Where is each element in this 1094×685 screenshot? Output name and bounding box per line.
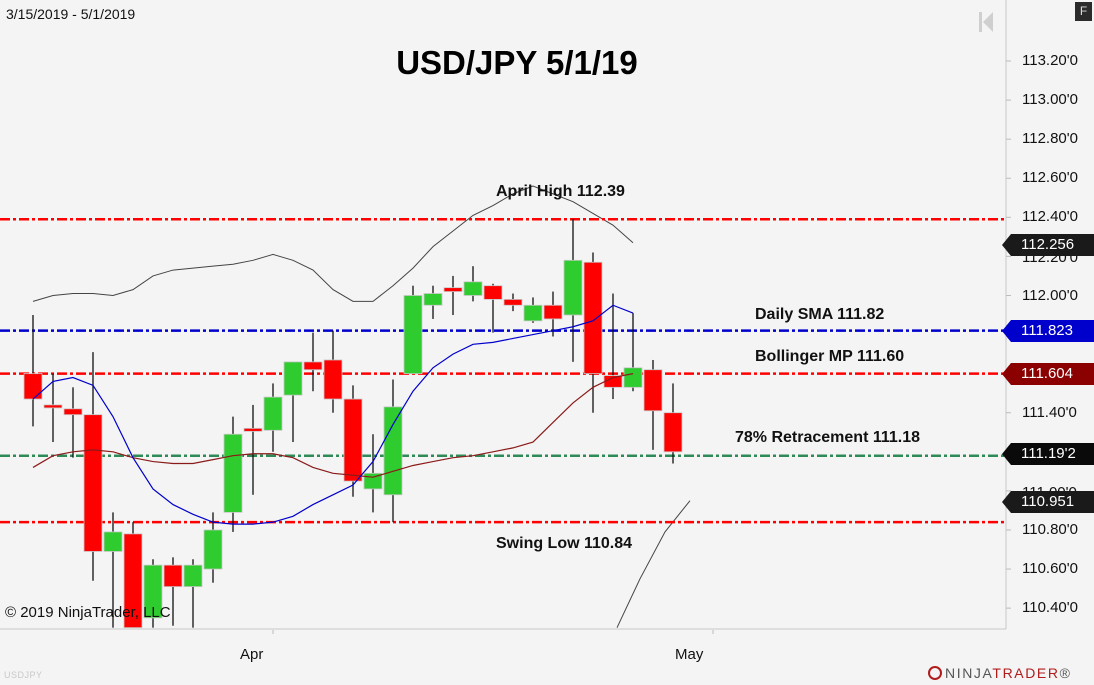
candle-down (443, 287, 463, 292)
y-tick: 110.40'0 (1022, 599, 1078, 616)
candle-down (343, 398, 363, 482)
candle-down (63, 408, 83, 416)
price-tag-lower-band: 110.951 (1002, 491, 1094, 513)
candle-up (183, 564, 203, 588)
f-button[interactable]: F (1075, 2, 1092, 21)
y-tick: 112.00'0 (1022, 287, 1078, 304)
candle-down (543, 304, 563, 320)
scroll-to-start-icon[interactable] (978, 10, 994, 34)
y-tick: 111.40'0 (1022, 404, 1077, 421)
candle-down (83, 414, 103, 552)
candle-up (103, 531, 123, 552)
y-tick: 112.80'0 (1022, 130, 1078, 147)
candle-down (483, 285, 503, 300)
price-tag-bollinger-mid: 111.604 (1002, 363, 1094, 385)
y-tick: 112.40'0 (1022, 208, 1078, 225)
sma-line (32, 304, 634, 525)
candle-down (23, 373, 43, 400)
y-tick: 113.20'0 (1022, 52, 1078, 69)
candle-up (203, 529, 223, 570)
candle-up (623, 367, 643, 388)
candle-down (643, 369, 663, 412)
annotation-april-high: April High 112.39 (496, 183, 625, 200)
date-range: 3/15/2019 - 5/1/2019 (6, 6, 136, 22)
candle-up (383, 406, 403, 496)
candle-down (123, 533, 143, 629)
annotation-swing-low: Swing Low 110.84 (496, 535, 633, 552)
candle-up (223, 433, 243, 513)
candle-down (43, 404, 63, 409)
y-tick: 113.00'0 (1022, 91, 1078, 108)
candle-down (243, 427, 263, 432)
x-tick-may: May (675, 646, 704, 663)
y-tick: 110.80'0 (1022, 521, 1078, 538)
candle-down (163, 564, 183, 588)
candle-down (503, 298, 523, 306)
annotation-daily-sma: Daily SMA 111.82 (755, 306, 885, 323)
candle-up (403, 295, 423, 375)
candle-down (303, 361, 323, 371)
y-tick: 110.60'0 (1022, 560, 1078, 577)
ninjatrader-logo: NINJATRADER® (928, 665, 1072, 681)
x-tick-apr: Apr (240, 646, 264, 663)
candle-down (323, 359, 343, 400)
candle-up (523, 304, 543, 322)
price-tag-sma: 111.823 (1002, 320, 1094, 342)
price-tag-retracement: 111.19'2 (1002, 443, 1094, 465)
candle-down (583, 261, 603, 375)
price-tag-last: 112.256 (1002, 234, 1094, 256)
candle-up (283, 361, 303, 396)
annotation-retracement: 78% Retracement 111.18 (735, 429, 921, 446)
candle-up (463, 281, 483, 296)
candle-down (663, 412, 683, 453)
ninjatrader-logo-icon (928, 666, 942, 680)
y-tick: 112.60'0 (1022, 169, 1078, 186)
chart-title: USD/JPY 5/1/19 (396, 44, 638, 81)
copyright: © 2019 NinjaTrader, LLC (5, 604, 171, 621)
candle-up (263, 396, 283, 431)
bollinger-lower-band (616, 500, 691, 628)
candle-up (143, 564, 163, 619)
candle-up (563, 259, 583, 316)
symbol-label: USDJPY (4, 670, 43, 680)
annotation-bollinger-mp: Bollinger MP 111.60 (755, 348, 905, 365)
bollinger-upper-band (32, 185, 634, 302)
candle-up (423, 293, 443, 306)
